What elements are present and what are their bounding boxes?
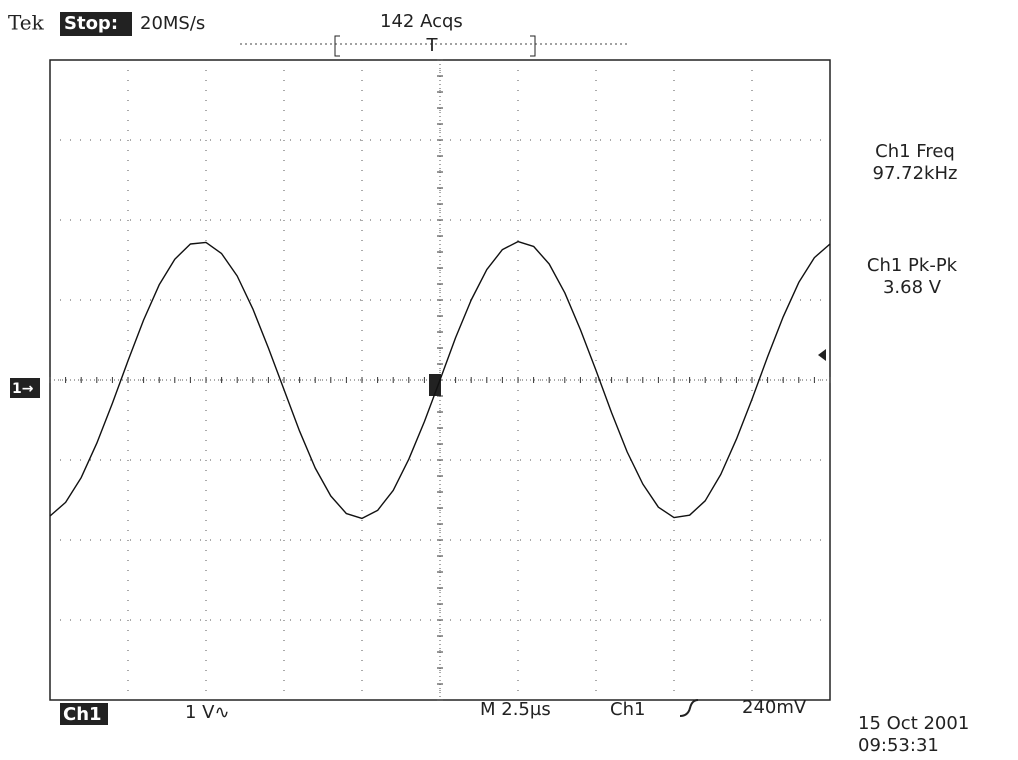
channel: Ch1 bbox=[63, 704, 102, 725]
status-badge bbox=[60, 12, 132, 36]
measurement-value: 97.72kHz bbox=[873, 163, 958, 184]
trigger-slope bbox=[679, 699, 699, 717]
channel-badge bbox=[60, 703, 108, 725]
measurement-label: Ch1 Freq bbox=[875, 141, 955, 162]
trigger-level-marker bbox=[818, 349, 826, 361]
trigger-source: Ch1 bbox=[610, 699, 645, 720]
measurement-value: 3.68 V bbox=[883, 277, 942, 298]
date: 15 Oct 2001 bbox=[858, 713, 969, 734]
channel-marker: 1→ bbox=[12, 381, 34, 397]
vertical-scale: 1 V∿ bbox=[185, 702, 230, 723]
measurement-label: Ch1 Pk-Pk bbox=[867, 255, 958, 276]
acquisitions: 142 Acqs bbox=[380, 11, 463, 32]
trigger-marker bbox=[429, 374, 441, 396]
status: Stop: bbox=[64, 13, 118, 34]
time: 09:53:31 bbox=[858, 735, 939, 756]
record-window bbox=[334, 35, 536, 57]
channel-marker-bg bbox=[10, 378, 40, 398]
trigger-level: 240mV bbox=[742, 697, 807, 718]
waveform bbox=[49, 240, 831, 520]
sample-rate: 20MS/s bbox=[140, 13, 205, 34]
trigger-position: T bbox=[426, 35, 439, 56]
timebase: M 2.5µs bbox=[480, 699, 551, 720]
brand: Tek bbox=[8, 11, 45, 35]
